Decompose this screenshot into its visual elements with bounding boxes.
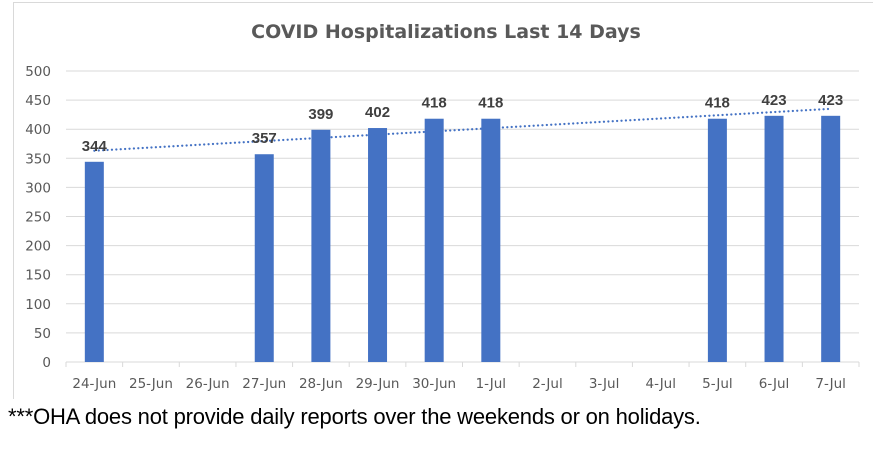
- x-tick-label: 29-Jun: [356, 376, 400, 392]
- y-tick-label: 50: [34, 326, 51, 342]
- data-label: 418: [478, 95, 503, 112]
- bar: [424, 118, 444, 362]
- y-tick-label: 400: [25, 122, 51, 138]
- x-tick-label: 5-Jul: [702, 376, 733, 392]
- x-tick-label: 24-Jun: [72, 376, 116, 392]
- bar: [254, 154, 274, 362]
- trendline: [93, 107, 832, 152]
- y-axis: 0 50 100 150 200 250 300 350 400 450 500: [25, 64, 51, 371]
- data-label: 418: [705, 95, 730, 112]
- data-label: 423: [762, 92, 787, 109]
- bar: [311, 129, 331, 362]
- data-label: 357: [252, 130, 277, 147]
- bar: [707, 118, 727, 362]
- y-tick-label: 100: [25, 297, 51, 313]
- x-tick-label: 7-Jul: [815, 376, 846, 392]
- x-tick-label: 27-Jun: [242, 376, 286, 392]
- data-label: 423: [818, 92, 843, 109]
- y-tick-label: 450: [25, 93, 51, 109]
- x-tick-label: 26-Jun: [186, 376, 230, 392]
- chart-title: COVID Hospitalizations Last 14 Days: [251, 21, 641, 43]
- bar: [764, 115, 784, 363]
- bars: [84, 115, 841, 363]
- x-tick-label: 25-Jun: [129, 376, 173, 392]
- data-labels: 344 357 399 402 418 418 418 423 423: [82, 92, 843, 155]
- bar: [368, 128, 388, 362]
- y-tick-label: 500: [25, 64, 51, 80]
- x-tick-label: 4-Jul: [645, 376, 676, 392]
- x-tick-label: 1-Jul: [476, 376, 507, 392]
- data-label: 399: [308, 106, 333, 123]
- x-tick-label: 30-Jun: [412, 376, 456, 392]
- x-tick-label: 2-Jul: [532, 376, 563, 392]
- x-tick-label: 3-Jul: [589, 376, 620, 392]
- trendline-line: [93, 107, 832, 152]
- y-tick-label: 200: [25, 239, 51, 255]
- y-tick-label: 0: [42, 355, 51, 371]
- bar: [84, 161, 104, 362]
- gridlines: [66, 70, 859, 334]
- data-label: 344: [82, 138, 108, 155]
- footnote: ***OHA does not provide daily reports ov…: [8, 404, 701, 429]
- y-tick-label: 350: [25, 151, 51, 167]
- bar: [481, 118, 501, 362]
- x-axis: 24-Jun 25-Jun 26-Jun 27-Jun 28-Jun 29-Jun 30-J…: [65, 361, 860, 392]
- y-tick-label: 250: [25, 210, 51, 226]
- x-tick-label: 28-Jun: [299, 376, 343, 392]
- x-tick-label: 6-Jul: [759, 376, 790, 392]
- data-label: 402: [365, 104, 390, 121]
- data-label: 418: [422, 95, 447, 112]
- chart: COVID Hospitalizations Last 14 Days 0 50 1…: [25, 21, 860, 392]
- chart-frame: [13, 2, 873, 399]
- bar: [821, 115, 841, 363]
- y-tick-label: 150: [25, 268, 51, 284]
- y-tick-label: 300: [25, 180, 51, 196]
